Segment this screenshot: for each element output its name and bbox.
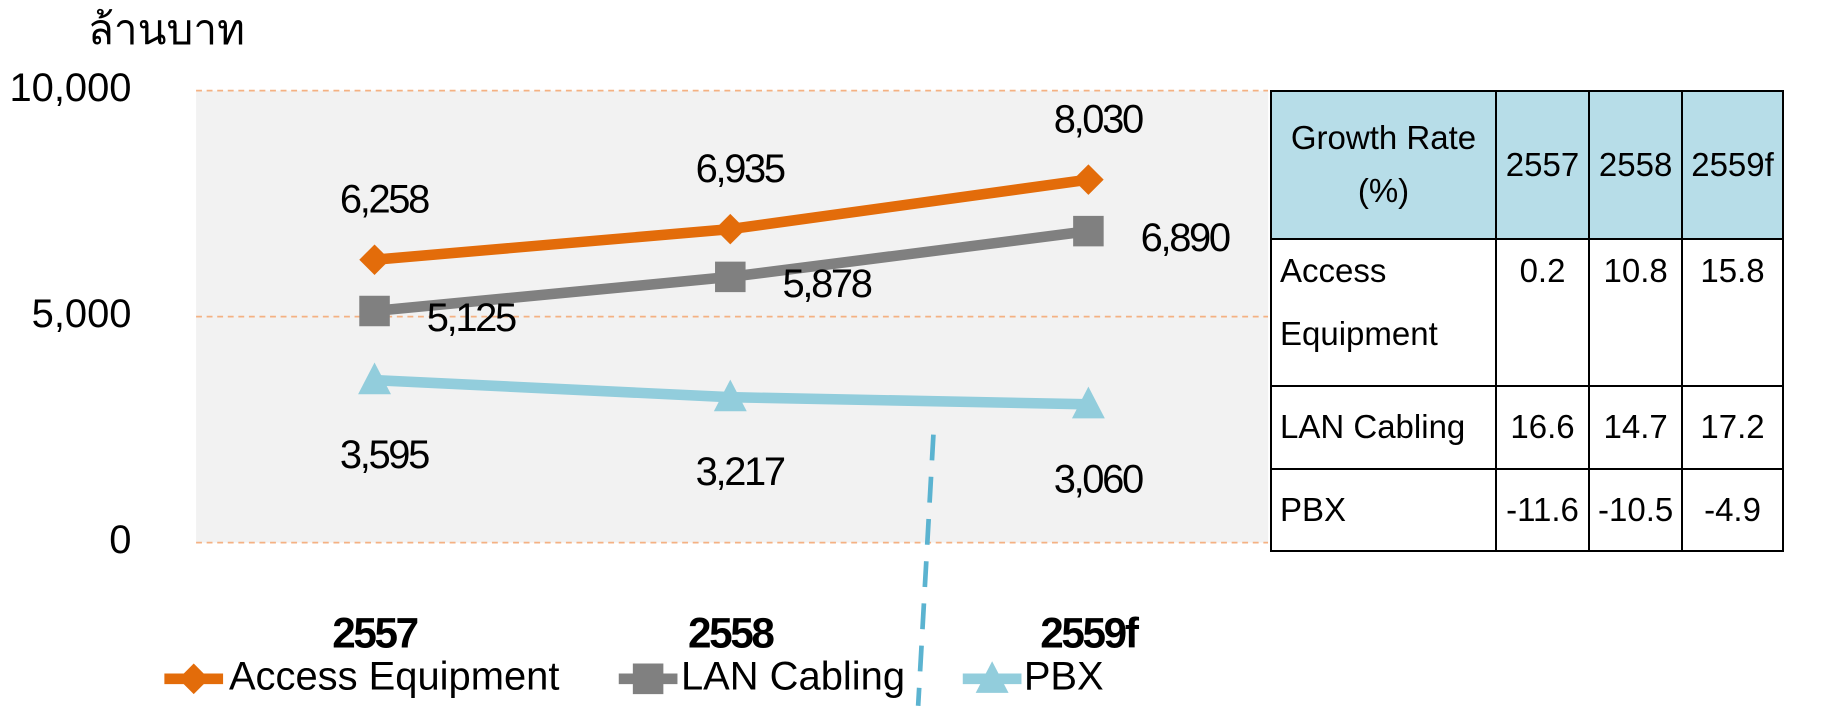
legend-marker	[178, 663, 209, 695]
data-point	[1073, 164, 1104, 195]
x-tick-label: 2558	[688, 610, 774, 657]
data-point	[715, 261, 746, 293]
table-cell: -10.5	[1587, 468, 1684, 552]
table-cell: 17.2	[1681, 385, 1784, 470]
y-tick-label: 0	[109, 518, 131, 562]
data-label: 5,125	[427, 296, 516, 340]
x-tick-label: 2557	[332, 610, 417, 657]
data-label: 6,258	[340, 178, 429, 222]
header-cell: Growth Rate (%)	[1270, 90, 1497, 240]
header-cell: 2558	[1587, 90, 1684, 240]
table-row: LAN Cabling 16.6 14.7 17.2	[1270, 385, 1784, 470]
y-tick-label: 5,000	[32, 292, 132, 336]
data-label: 3,595	[340, 433, 429, 477]
data-point	[1071, 386, 1105, 419]
legend-marker	[632, 663, 664, 695]
data-label: 5,878	[783, 262, 872, 306]
legend-label: Access Equipment	[229, 654, 560, 698]
table-cell: Access Equipment	[1270, 238, 1497, 387]
data-point	[713, 379, 747, 412]
data-point	[359, 244, 390, 276]
table-cell: 15.8	[1681, 238, 1784, 387]
data-point	[358, 362, 391, 395]
table-cell: 10.8	[1587, 238, 1684, 387]
header-cell: 2557	[1495, 90, 1590, 240]
table-cell: 16.6	[1495, 385, 1590, 470]
header-row: Growth Rate (%) 2557 2558 2559f	[1270, 90, 1784, 240]
data-label: 3,060	[1054, 457, 1143, 501]
table-row: Access Equipment 0.2 10.8 15.8	[1270, 238, 1784, 387]
table-cell: 0.2	[1495, 238, 1590, 387]
data-label: 6,935	[696, 147, 785, 191]
legend-label: LAN Cabling	[681, 654, 905, 698]
table-cell: -11.6	[1495, 468, 1590, 552]
data-point	[715, 213, 746, 245]
table-cell: 14.7	[1587, 385, 1684, 470]
data-label: 6,890	[1141, 216, 1230, 260]
decor-dash	[915, 434, 936, 706]
data-point	[359, 295, 390, 327]
y-tick-label: 10,000	[9, 66, 131, 110]
legend-label: PBX	[1024, 654, 1104, 698]
y-axis-title: ล้านบาท	[88, 6, 245, 53]
growth-table: Growth Rate (%) 2557 2558 2559f Access Equip…	[1270, 90, 1784, 552]
header-cell: 2559f	[1681, 90, 1784, 240]
data-point	[1073, 215, 1104, 247]
table-row: PBX -11.6 -10.5 -4.9	[1270, 468, 1784, 552]
x-tick-label: 2559f	[1040, 610, 1140, 657]
table-cell: PBX	[1270, 468, 1497, 552]
legend-marker	[975, 661, 1009, 693]
table-cell: LAN Cabling	[1270, 385, 1497, 470]
data-label: 8,030	[1054, 98, 1143, 142]
table-cell: -4.9	[1681, 468, 1784, 552]
data-label: 3,217	[696, 450, 785, 494]
